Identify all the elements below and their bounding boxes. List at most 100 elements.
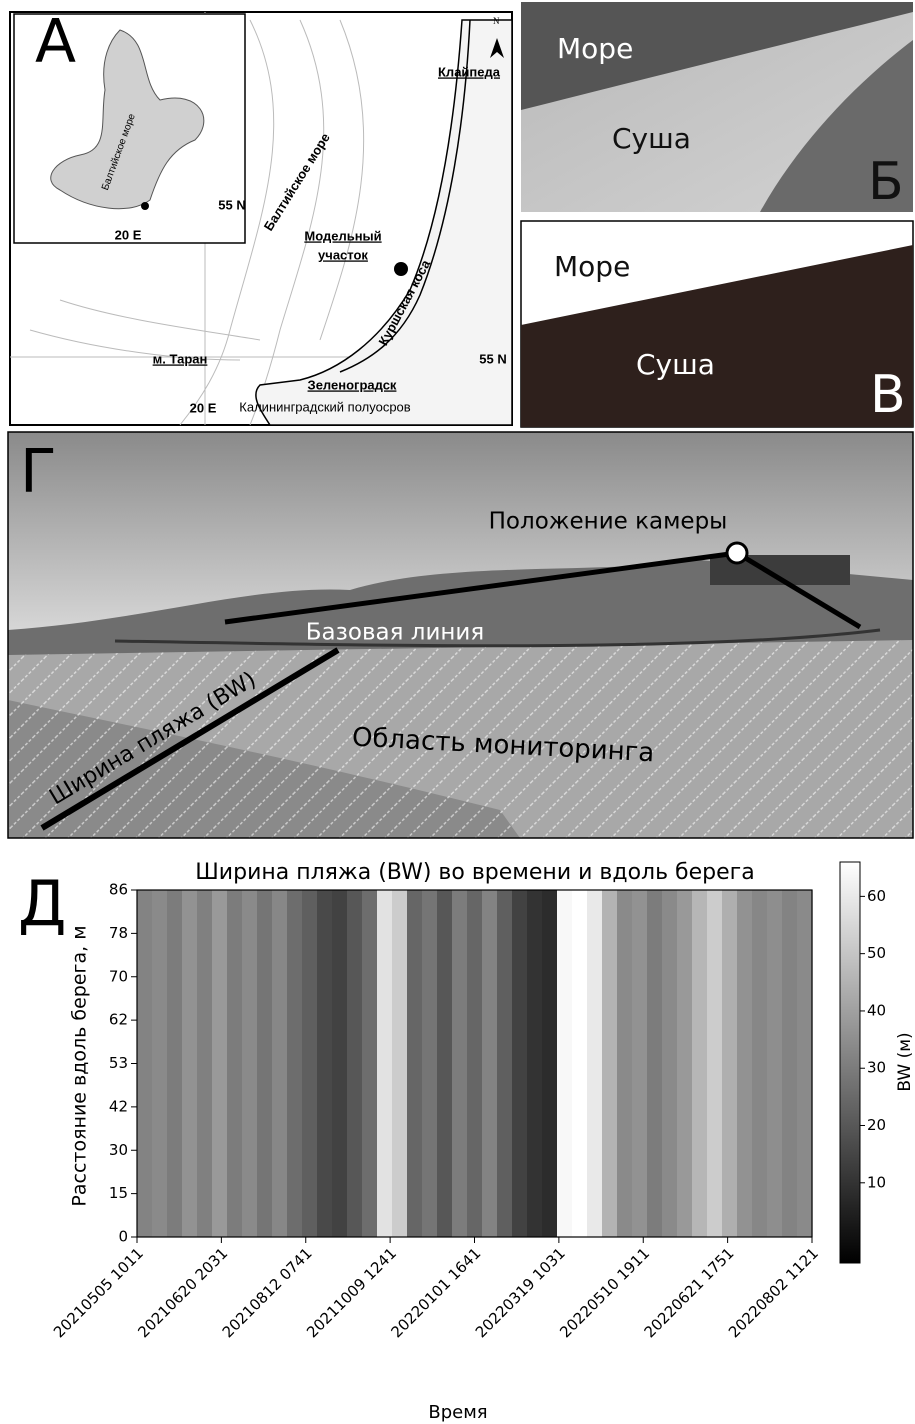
width-line (40, 647, 340, 831)
panel-letter: Г (20, 437, 57, 507)
x-tick-label: 20220319 1031 (472, 1244, 569, 1341)
heat-column (227, 890, 243, 1237)
panel-letter: В (870, 365, 906, 425)
x-tick-label: 20220510 1911 (556, 1244, 653, 1341)
north-label: N (493, 16, 500, 26)
heat-column (212, 890, 228, 1237)
inset-label: 20 E (115, 227, 142, 242)
map-label: Зеленоградск (308, 377, 397, 392)
x-tick-label: 20210505 1011 (50, 1244, 147, 1341)
colorbar-label: BW (м) (895, 1032, 915, 1091)
heat-column (422, 890, 438, 1237)
heat-column (692, 890, 708, 1237)
y-tick-label: 42 (109, 1097, 128, 1115)
map-label: участок (318, 247, 368, 262)
panel-letter: Д (18, 867, 66, 940)
heat-column (527, 890, 543, 1237)
heat-column (602, 890, 618, 1237)
colorbar-tick-label: 60 (867, 887, 886, 905)
y-tick-label: 53 (109, 1054, 128, 1072)
x-tick-label: 20220802 1121 (725, 1244, 822, 1341)
heat-column (392, 890, 408, 1237)
heat-column (722, 890, 738, 1237)
panel-g: Г Положение камеры Базовая линия Ширина … (7, 431, 914, 839)
heat-column (182, 890, 198, 1237)
heat-column (677, 890, 693, 1237)
heat-column (317, 890, 333, 1237)
land-mask (521, 245, 913, 427)
y-axis-label: Расстояние вдоль берега, м (69, 925, 91, 1206)
label: Суша (612, 122, 691, 155)
x-tick-label: 20220621 1751 (641, 1244, 738, 1341)
heat-column (152, 890, 168, 1237)
label: Положение камеры (489, 509, 728, 535)
heat-column (497, 890, 513, 1237)
monitoring-area (8, 640, 913, 838)
sea (521, 2, 913, 110)
map-label: 20 E (190, 400, 217, 415)
colorbar-tick-label: 50 (867, 944, 886, 962)
map-label: Клайпеда (438, 64, 501, 79)
heat-column (707, 890, 723, 1237)
panel-b: Море Суша Б (521, 2, 913, 212)
colorbar-tick-label: 20 (867, 1116, 886, 1134)
colorbar (839, 861, 861, 1264)
heat-column (797, 890, 813, 1237)
panel-d: Д Ширина пляжа (BW) во времени и вдоль б… (18, 860, 915, 1423)
x-tick-label: 20220101 1641 (387, 1244, 484, 1341)
heat-column (287, 890, 303, 1237)
heat-column (587, 890, 603, 1237)
dune (760, 40, 913, 212)
label: Море (554, 250, 630, 283)
x-tick-label: 20211009 1241 (303, 1244, 400, 1341)
heat-column (137, 890, 153, 1237)
inset-marker (141, 202, 149, 210)
heat-column (437, 890, 453, 1237)
heat-column (167, 890, 183, 1237)
heat-column (737, 890, 753, 1237)
label: Суша (636, 348, 715, 381)
heat-column (467, 890, 483, 1237)
heat-column (647, 890, 663, 1237)
y-tick-label: 78 (109, 924, 128, 942)
heat-column (272, 890, 288, 1237)
heat-column (767, 890, 783, 1237)
colorbar-tick-label: 30 (867, 1059, 886, 1077)
chart-title: Ширина пляжа (BW) во времени и вдоль бер… (195, 860, 754, 885)
heat-column (572, 890, 588, 1237)
camera-ray (224, 550, 738, 625)
panel-letter: А (35, 7, 76, 77)
y-tick-label: 0 (118, 1228, 128, 1246)
panel-a: А N Клайпеда Балтийское море Модельный у… (9, 7, 513, 426)
heat-column (347, 890, 363, 1237)
heat-column (197, 890, 213, 1237)
x-tick-label: 20210812 0741 (219, 1244, 316, 1341)
heat-column (332, 890, 348, 1237)
heat-column (617, 890, 633, 1237)
heat-column (542, 890, 558, 1237)
north-arrow (490, 38, 504, 58)
heat-column (362, 890, 378, 1237)
panel-letter: Б (868, 152, 904, 212)
heat-column (752, 890, 768, 1237)
label: Море (557, 32, 633, 65)
label: Базовая линия (306, 620, 484, 646)
x-tick-label: 20210620 2031 (134, 1244, 231, 1341)
camera (725, 541, 749, 565)
spit (339, 19, 471, 373)
heat-column (557, 890, 573, 1237)
heat-column (302, 890, 318, 1237)
panel-v: Море Суша В (520, 220, 914, 428)
heat-column (407, 890, 423, 1237)
heat-column (257, 890, 273, 1237)
coast (255, 19, 513, 426)
y-tick-label: 30 (109, 1141, 128, 1159)
frame (7, 431, 914, 839)
heat-column (782, 890, 798, 1237)
y-tick-label: 62 (109, 1011, 128, 1029)
heat-column (452, 890, 468, 1237)
dunes (8, 560, 913, 660)
x-axis-label: Время (428, 1402, 487, 1423)
map-label: м. Таран (153, 351, 208, 366)
